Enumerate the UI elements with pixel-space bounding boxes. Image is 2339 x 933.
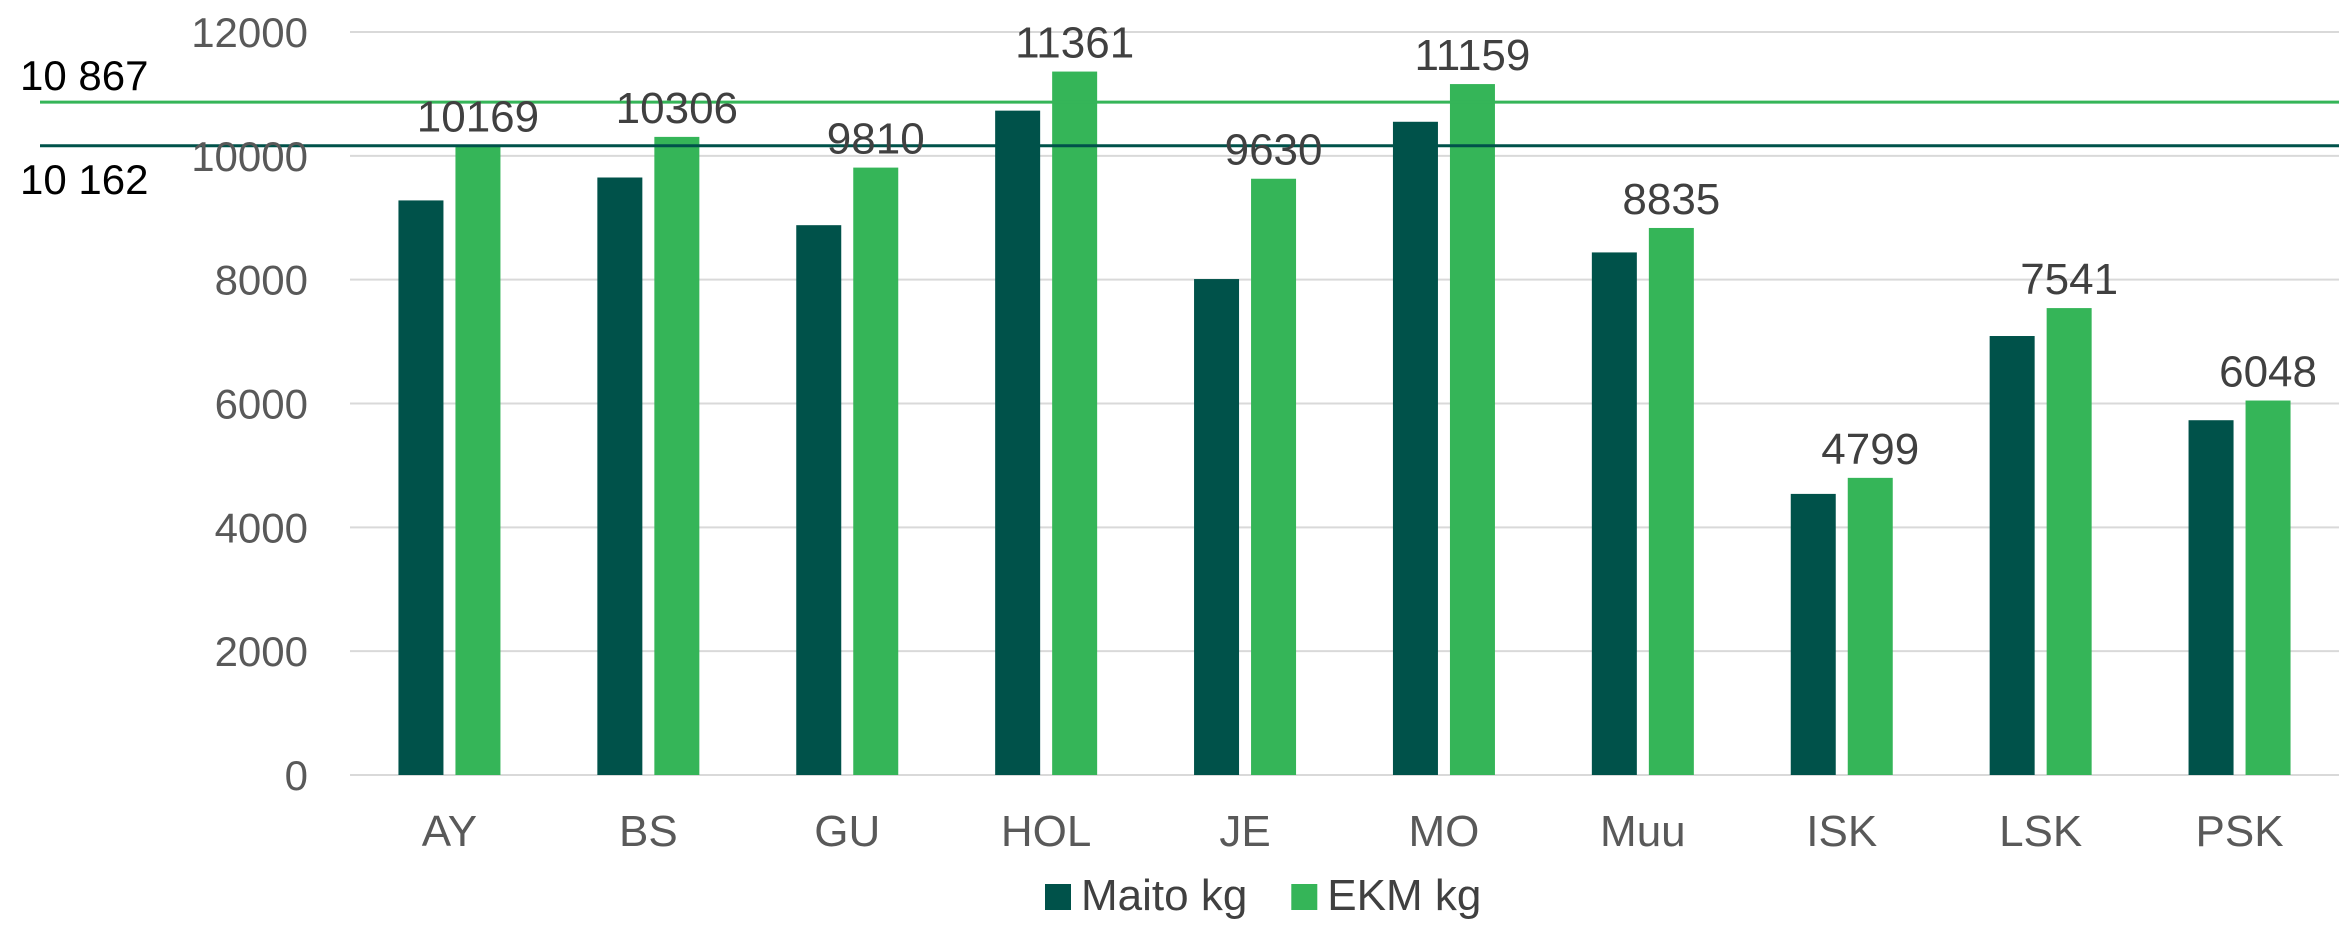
bar-maito-gu (796, 225, 842, 775)
bar-ekm-muu (1648, 227, 1694, 775)
y-axis-ticks: 0 2000 4000 6000 8000 10000 12000 (191, 9, 308, 799)
reference-lines: 10 867 10 162 (20, 52, 2339, 203)
bar-ekm-lsk (2046, 308, 2092, 775)
bar-ekm-hol (1052, 71, 1098, 775)
y-tick-label: 4000 (215, 504, 308, 551)
legend-entry-label: EKM kg (1327, 871, 1481, 920)
bar-ekm-bs (654, 136, 700, 775)
y-tick-label: 10000 (191, 133, 308, 180)
data-label: 11361 (1015, 19, 1134, 68)
bar-ekm-ay (455, 145, 501, 776)
data-label: 10306 (616, 84, 738, 133)
data-label: 4799 (1821, 425, 1919, 474)
x-category-label: GU (814, 807, 880, 856)
reference-line-label: 10 162 (20, 156, 148, 203)
x-category-label: MO (1409, 807, 1480, 856)
data-label: 6048 (2219, 348, 2317, 397)
x-category-label: Muu (1600, 807, 1686, 856)
x-category-label: BS (619, 807, 678, 856)
bar-maito-je (1194, 279, 1240, 775)
bars (398, 71, 2291, 776)
data-label: 9810 (827, 115, 925, 164)
gridlines (350, 31, 2339, 776)
legend-swatch (1045, 884, 1071, 910)
data-labels: 10169 10306 9810 11361 9630 11159 8835 4799 7541… (417, 19, 2317, 474)
bar-ekm-psk (2245, 400, 2291, 775)
bar-maito-muu (1591, 252, 1637, 775)
data-label: 9630 (1225, 126, 1323, 175)
y-tick-label: 8000 (215, 257, 308, 304)
reference-line-label: 10 867 (20, 52, 148, 99)
bar-maito-mo (1392, 121, 1438, 775)
bar-maito-psk (2188, 420, 2234, 775)
data-label: 10169 (417, 92, 539, 141)
bar-maito-bs (597, 177, 643, 776)
x-category-label: LSK (1999, 807, 2082, 856)
data-label: 8835 (1622, 175, 1720, 224)
bar-ekm-gu (853, 167, 899, 775)
bar-ekm-je (1251, 178, 1297, 775)
legend-swatch (1291, 884, 1318, 910)
data-label: 7541 (2020, 255, 2118, 304)
bar-maito-hol (995, 110, 1041, 776)
x-category-label: ISK (1806, 807, 1877, 856)
y-tick-label: 12000 (191, 9, 308, 56)
bar-ekm-isk (1847, 477, 1893, 775)
x-category-label: AY (422, 807, 477, 856)
bar-maito-ay (398, 200, 444, 775)
legend-entry-label: Maito kg (1081, 871, 1247, 920)
x-category-label: JE (1219, 807, 1270, 856)
x-axis-categories: AY BS GU HOL JE MO Muu ISK LSK PSK (422, 807, 2284, 856)
legend: Maito kg EKM kg (1045, 871, 1481, 920)
x-category-label: PSK (2196, 807, 2284, 856)
bar-maito-isk (1790, 493, 1836, 775)
y-tick-label: 2000 (215, 628, 308, 675)
y-tick-label: 0 (285, 752, 308, 799)
y-tick-label: 6000 (215, 381, 308, 428)
x-category-label: HOL (1001, 807, 1091, 856)
bar-maito-lsk (1989, 336, 2035, 775)
bar-ekm-mo (1449, 84, 1495, 776)
data-label: 11159 (1415, 31, 1531, 80)
